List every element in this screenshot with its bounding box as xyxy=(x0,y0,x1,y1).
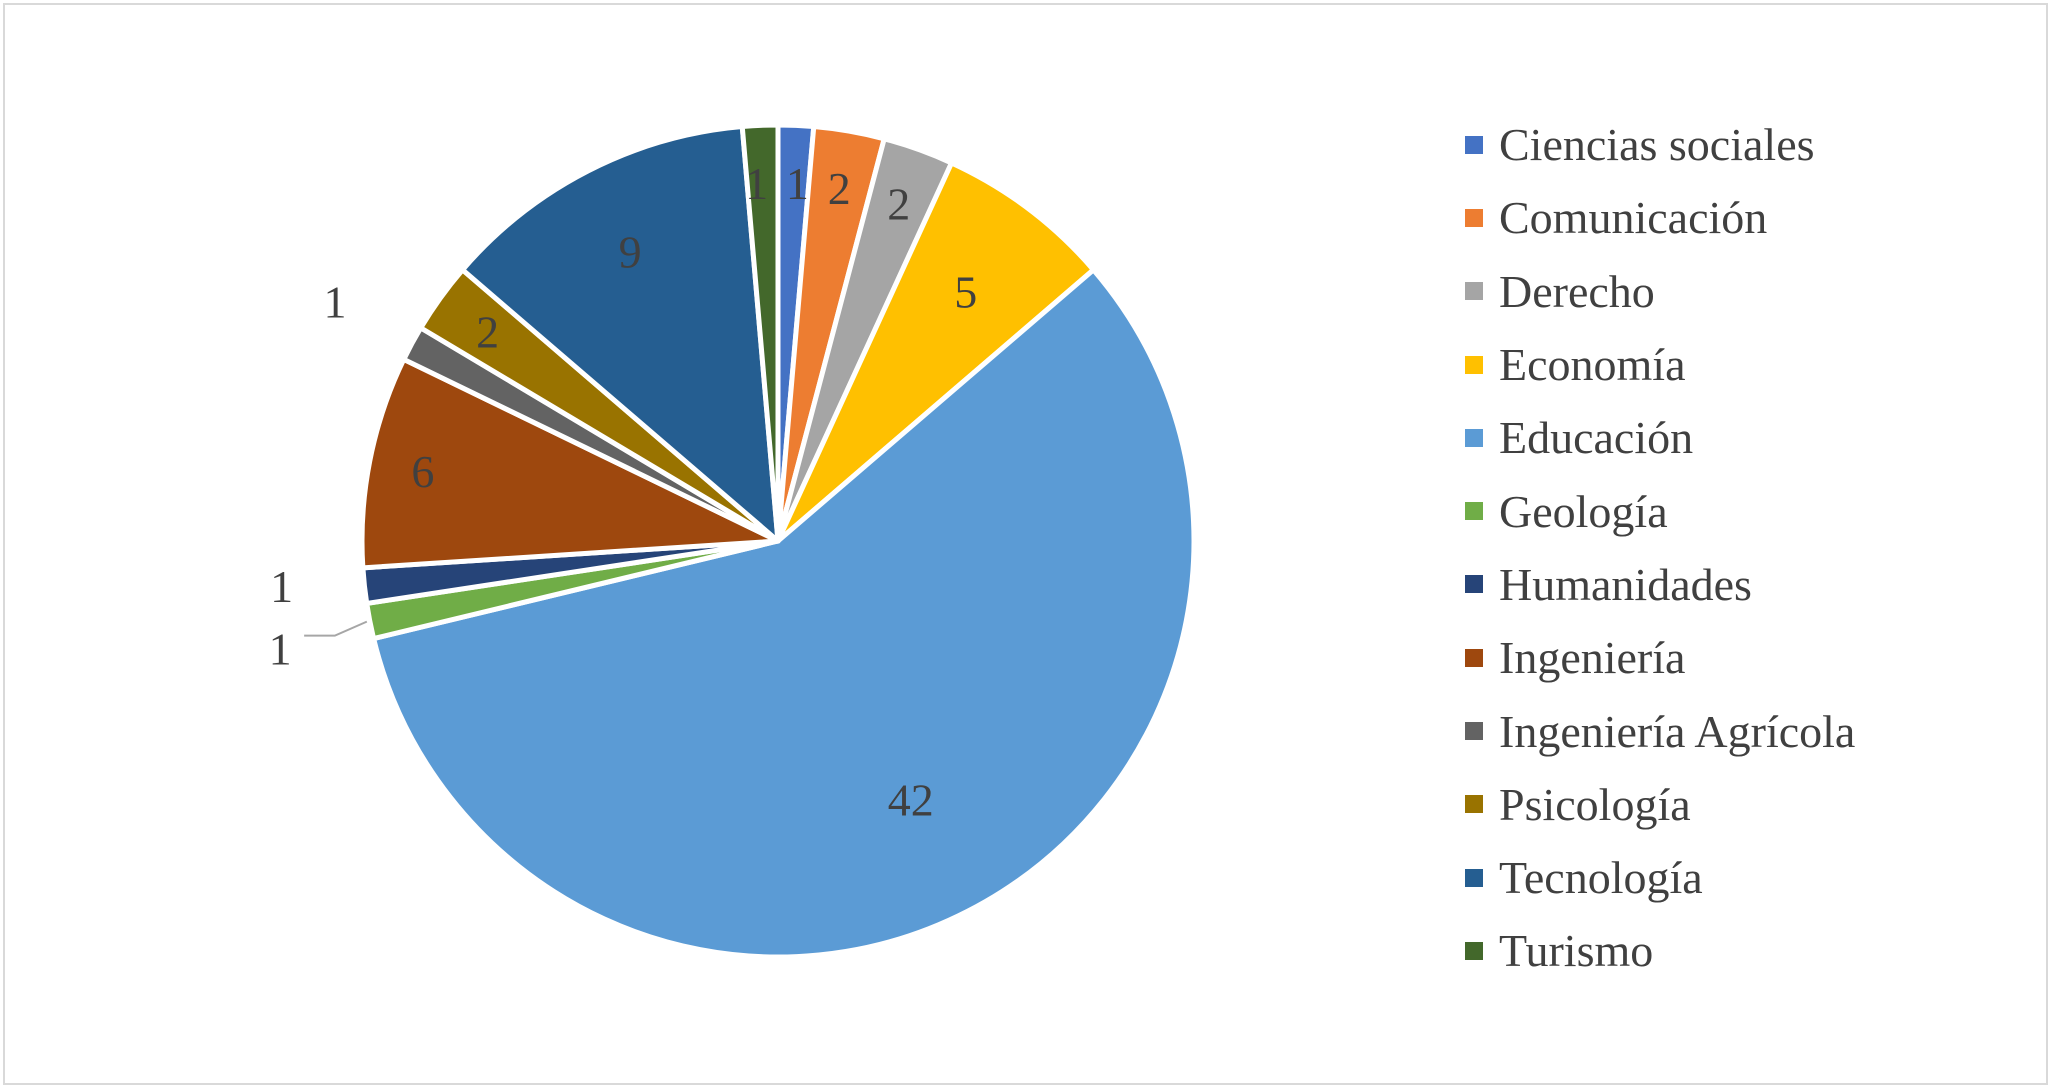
data-label-geologia: 1 xyxy=(269,624,292,675)
pie-slice-educacion xyxy=(371,267,1197,960)
legend-item-ciencias-sociales: Ciencias sociales xyxy=(1465,108,1855,181)
pie-slice-turismo xyxy=(739,122,781,544)
data-label-tecnologia: 9 xyxy=(619,227,642,278)
legend-label: Educación xyxy=(1499,412,1694,464)
legend-swatch xyxy=(1465,355,1483,374)
pie-slice-ingenieria xyxy=(359,356,781,571)
legend-label: Derecho xyxy=(1499,265,1655,317)
legend-swatch xyxy=(1465,575,1483,594)
legend-label: Ciencias sociales xyxy=(1499,119,1815,171)
legend-item-tecnologia: Tecnología xyxy=(1465,841,1855,914)
legend-swatch xyxy=(1465,208,1483,227)
data-label-ingenieria: 6 xyxy=(411,446,434,497)
legend-swatch xyxy=(1465,282,1483,301)
legend-label: Comunicación xyxy=(1499,192,1768,244)
legend-swatch xyxy=(1465,795,1483,814)
data-label-turismo: 1 xyxy=(745,158,768,209)
pie-slice-economia xyxy=(775,160,1096,544)
legend-item-derecho: Derecho xyxy=(1465,255,1855,328)
legend-swatch xyxy=(1465,428,1483,447)
legend-label: Ingeniería xyxy=(1499,632,1686,684)
data-label-humanidades: 1 xyxy=(270,561,293,612)
legend: Ciencias sociales Comunicación Derecho Econ… xyxy=(1465,108,1855,988)
legend-label: Turismo xyxy=(1499,925,1654,977)
legend-swatch xyxy=(1465,135,1483,154)
legend-item-educacion: Educación xyxy=(1465,401,1855,474)
legend-item-psicologia: Psicología xyxy=(1465,768,1855,841)
legend-item-turismo: Turismo xyxy=(1465,914,1855,987)
leader-line-geologia xyxy=(304,620,368,637)
legend-item-humanidades: Humanidades xyxy=(1465,548,1855,621)
legend-label: Psicología xyxy=(1499,778,1691,830)
legend-item-economia: Economía xyxy=(1465,328,1855,401)
data-label-ingenieria-agricola: 1 xyxy=(324,276,347,327)
legend-item-geologia: Geología xyxy=(1465,474,1855,547)
legend-swatch xyxy=(1465,648,1483,667)
legend-item-ingenieria-agricola: Ingeniería Agrícola xyxy=(1465,694,1855,767)
legend-item-comunicacion: Comunicación xyxy=(1465,181,1855,254)
data-label-educacion: 42 xyxy=(888,775,934,826)
legend-label: Tecnología xyxy=(1499,852,1703,904)
legend-swatch xyxy=(1465,941,1483,960)
data-label-psicologia: 2 xyxy=(476,306,499,357)
legend-label: Ingeniería Agrícola xyxy=(1499,705,1856,757)
legend-label: Geología xyxy=(1499,485,1668,537)
legend-swatch xyxy=(1465,502,1483,521)
data-label-economia: 5 xyxy=(954,266,977,317)
legend-label: Humanidades xyxy=(1499,558,1752,610)
legend-swatch xyxy=(1465,868,1483,887)
data-label-ciencias-sociales: 1 xyxy=(786,158,809,209)
legend-swatch xyxy=(1465,722,1483,741)
legend-item-ingenieria: Ingeniería xyxy=(1465,621,1855,694)
pie-slice-tecnologia xyxy=(460,124,781,544)
legend-label: Economía xyxy=(1499,339,1686,391)
data-label-comunicacion: 2 xyxy=(828,163,851,214)
data-label-derecho: 2 xyxy=(887,179,910,230)
